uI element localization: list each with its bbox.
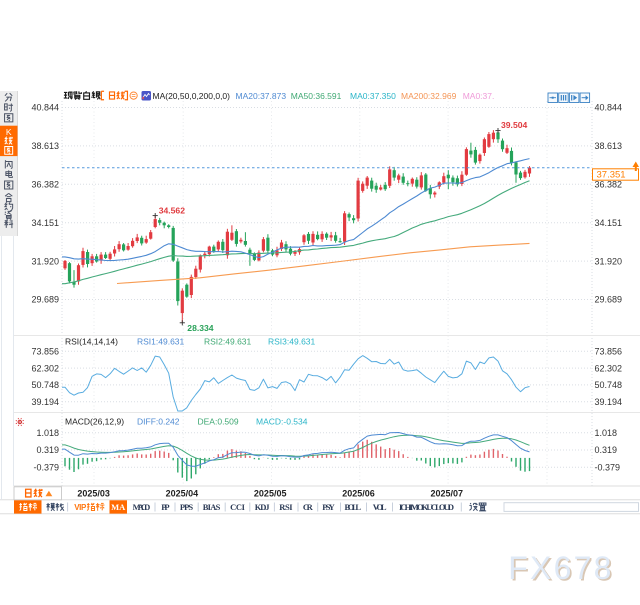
svg-text:MA(20,50,0,200,0,0): MA(20,50,0,200,0,0) xyxy=(153,91,231,101)
svg-text:ICHIMOKU CLOUD: ICHIMOKU CLOUD xyxy=(399,502,454,512)
svg-text:50.748: 50.748 xyxy=(31,380,59,390)
svg-text:PPS: PPS xyxy=(180,502,193,512)
svg-text:MACD:-0.534: MACD:-0.534 xyxy=(256,417,308,427)
svg-text:MA: MA xyxy=(111,502,126,512)
svg-text:28.334: 28.334 xyxy=(187,323,214,333)
svg-text:34.151: 34.151 xyxy=(31,218,59,228)
svg-text:MA20:37.873: MA20:37.873 xyxy=(236,91,287,101)
svg-text:VIP: VIP xyxy=(74,503,87,512)
svg-text:-0.379: -0.379 xyxy=(595,463,621,473)
svg-text:34.151: 34.151 xyxy=(595,218,623,228)
svg-text:34.562: 34.562 xyxy=(159,206,186,216)
svg-text:MACD: MACD xyxy=(133,502,151,512)
svg-text:MA0:37.: MA0:37. xyxy=(463,91,495,101)
svg-text:39.504: 39.504 xyxy=(501,120,528,130)
svg-text:DIFF:0.242: DIFF:0.242 xyxy=(137,417,180,427)
svg-text:-0.379: -0.379 xyxy=(33,463,59,473)
svg-text:MA50:36.591: MA50:36.591 xyxy=(291,91,342,101)
svg-text:37.351: 37.351 xyxy=(597,170,626,181)
svg-text:2025/06: 2025/06 xyxy=(342,489,375,499)
svg-text:PP: PP xyxy=(161,502,169,512)
svg-text:2025/05: 2025/05 xyxy=(254,489,287,499)
svg-text:RSI2:49.631: RSI2:49.631 xyxy=(204,337,252,347)
svg-text:CCI: CCI xyxy=(230,502,245,512)
svg-text:36.382: 36.382 xyxy=(31,180,59,190)
svg-text:40.844: 40.844 xyxy=(595,103,623,113)
svg-text:31.920: 31.920 xyxy=(595,256,623,266)
svg-text:RSI1:49.631: RSI1:49.631 xyxy=(137,337,185,347)
svg-text:FX678: FX678 xyxy=(510,552,615,588)
svg-text:RSI(14,14,14): RSI(14,14,14) xyxy=(65,337,118,347)
svg-text:MA0:37.350: MA0:37.350 xyxy=(350,91,396,101)
svg-text:39.194: 39.194 xyxy=(31,397,59,407)
svg-text:RSI3:49.631: RSI3:49.631 xyxy=(268,337,316,347)
svg-text:50.748: 50.748 xyxy=(595,380,623,390)
svg-text:MA200:32.969: MA200:32.969 xyxy=(401,91,457,101)
svg-text:0.319: 0.319 xyxy=(595,445,618,455)
svg-text:BIAS: BIAS xyxy=(203,502,221,512)
svg-text:62.302: 62.302 xyxy=(31,363,59,373)
svg-text:39.194: 39.194 xyxy=(595,397,623,407)
svg-text:38.613: 38.613 xyxy=(31,141,59,151)
svg-text:2025/07: 2025/07 xyxy=(431,489,464,499)
svg-text:38.613: 38.613 xyxy=(595,141,623,151)
svg-text:2025/04: 2025/04 xyxy=(166,489,199,499)
svg-text:73.856: 73.856 xyxy=(31,347,59,357)
svg-text:KDJ: KDJ xyxy=(255,502,271,512)
svg-text:31.920: 31.920 xyxy=(31,256,59,266)
svg-text:1.018: 1.018 xyxy=(36,428,59,438)
svg-text:K: K xyxy=(6,127,12,137)
svg-text:29.689: 29.689 xyxy=(31,295,59,305)
svg-text:1.018: 1.018 xyxy=(595,428,618,438)
svg-text:40.844: 40.844 xyxy=(31,103,59,113)
svg-text:BOLL: BOLL xyxy=(345,502,362,512)
svg-text:36.382: 36.382 xyxy=(595,180,623,190)
svg-text:RSI: RSI xyxy=(279,502,293,512)
svg-text:FX678: FX678 xyxy=(508,550,613,586)
svg-text:0.319: 0.319 xyxy=(36,445,59,455)
svg-text:62.302: 62.302 xyxy=(595,363,623,373)
svg-text:73.856: 73.856 xyxy=(595,347,623,357)
svg-text:29.689: 29.689 xyxy=(595,295,623,305)
svg-text:DEA:0.509: DEA:0.509 xyxy=(198,417,239,427)
svg-text:MACD(26,12,9): MACD(26,12,9) xyxy=(65,417,124,427)
svg-text:PSY: PSY xyxy=(322,502,335,512)
svg-text:2025/03: 2025/03 xyxy=(77,489,110,499)
svg-text:VOL: VOL xyxy=(373,502,387,512)
svg-text:CR: CR xyxy=(303,502,314,512)
